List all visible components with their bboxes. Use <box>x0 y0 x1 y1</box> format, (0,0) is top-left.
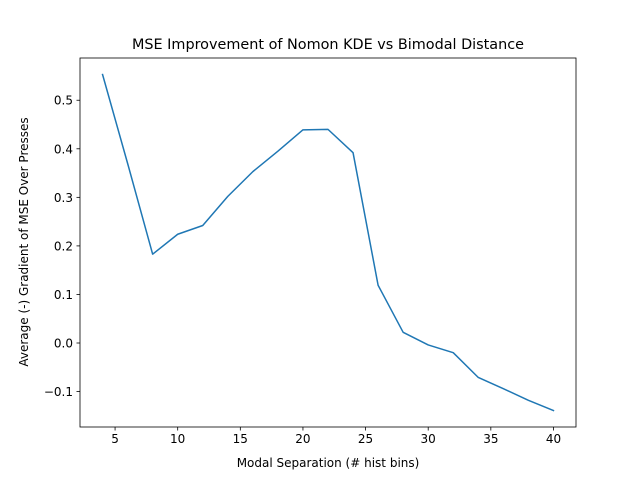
x-tick-label: 5 <box>111 432 119 446</box>
x-tick-label: 15 <box>233 432 248 446</box>
axes-frame <box>79 57 577 428</box>
y-tick-label: 0.5 <box>54 94 73 108</box>
x-axis-ticks: 5 10 15 20 25 30 35 40 <box>111 427 561 446</box>
y-tick-label: 0.4 <box>54 142 73 156</box>
y-tick-label: 0.0 <box>54 337 73 351</box>
y-tick-label: 0.1 <box>54 288 73 302</box>
x-tick-label: 25 <box>358 432 373 446</box>
y-axis-label: Average (-) Gradient of MSE Over Presses <box>17 117 31 366</box>
x-tick-label: 10 <box>170 432 185 446</box>
x-tick-label: 30 <box>421 432 436 446</box>
y-axis-ticks: −0.1 0.0 0.1 0.2 0.3 0.4 0.5 <box>44 94 80 399</box>
y-tick-label: −0.1 <box>44 385 73 399</box>
x-tick-label: 40 <box>546 432 561 446</box>
x-tick-label: 20 <box>295 432 310 446</box>
series-line <box>101 73 555 412</box>
y-tick-label: 0.3 <box>54 191 73 205</box>
plot-area <box>101 73 555 412</box>
x-tick-label: 35 <box>483 432 498 446</box>
y-tick-label: 0.2 <box>54 239 73 253</box>
chart-title: MSE Improvement of Nomon KDE vs Bimodal … <box>132 37 524 53</box>
x-axis-label: Modal Separation (# hist bins) <box>237 456 420 470</box>
